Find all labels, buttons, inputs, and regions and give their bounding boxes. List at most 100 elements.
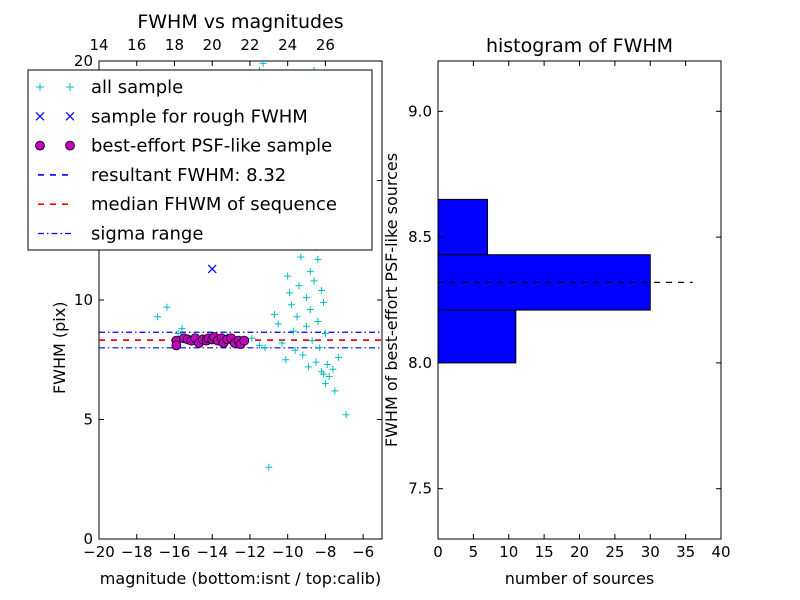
data-point xyxy=(316,344,324,352)
data-point xyxy=(178,325,186,333)
y-tick-label: 8.5 xyxy=(408,228,432,246)
data-point xyxy=(171,340,182,351)
legend: all sample sample for rough FWHM best-effo… xyxy=(27,69,373,251)
y-tick-label: 9.0 xyxy=(408,102,432,120)
x-tick-label: 25 xyxy=(605,543,624,561)
legend-entry: median FHWM of sequence xyxy=(38,194,337,215)
data-point xyxy=(329,365,337,373)
histogram-y-axis-label: FWHM of best-effort PSF-like sources xyxy=(382,153,401,447)
scatter-series xyxy=(153,59,350,471)
data-point xyxy=(293,313,301,321)
y-tick-label: 8.0 xyxy=(408,354,432,372)
legend-label: median FHWM of sequence xyxy=(91,194,337,215)
series-group xyxy=(171,332,250,351)
legend-marker xyxy=(36,83,44,91)
data-point xyxy=(174,329,182,337)
data-point xyxy=(308,337,316,345)
legend-label: sample for rough FWHM xyxy=(91,106,308,127)
data-point xyxy=(282,356,290,364)
x-tick-label: −16 xyxy=(159,543,191,561)
legend-entry: resultant FWHM: 8.32 xyxy=(38,165,286,186)
y-tick-label: 20 xyxy=(74,52,93,70)
data-point xyxy=(270,310,278,318)
legend-label: resultant FWHM: 8.32 xyxy=(91,165,286,186)
scatter-title: FWHM vs magnitudes xyxy=(137,11,343,33)
x-tick-label: 15 xyxy=(535,543,554,561)
data-point xyxy=(321,380,329,388)
x-tick-label: 0 xyxy=(433,543,443,561)
scatter-y-axis-label: FWHM (pix) xyxy=(50,302,69,395)
histogram-x-axis-label: number of sources xyxy=(505,569,655,588)
data-point xyxy=(291,346,299,354)
legend-entry: best-effort PSF-like sample xyxy=(35,136,332,157)
data-point xyxy=(325,372,333,380)
scatter-panel: −20−18−16−14−12−10−8−6051015201416182022… xyxy=(27,11,383,588)
data-point xyxy=(314,255,322,263)
legend-entry: sigma range xyxy=(38,224,203,245)
legend-entry: all sample xyxy=(36,77,183,98)
x-tick-label: −10 xyxy=(272,543,304,561)
x-tick-label: 10 xyxy=(499,543,518,561)
data-point xyxy=(274,320,282,328)
top-x-tick-label: 20 xyxy=(203,36,222,54)
legend-label: best-effort PSF-like sample xyxy=(91,136,332,157)
legend-marker xyxy=(35,111,45,121)
data-point xyxy=(342,411,350,419)
histogram-panel: 0 5 10 15 20 25 30 35 40 7.5 8.0 8.5 9.0 histogram o… xyxy=(382,35,731,588)
data-point xyxy=(286,289,294,297)
y-tick-label: 10 xyxy=(74,291,93,309)
legend-marker xyxy=(35,140,45,151)
scatter-axis-ticks: −20−18−16−14−12−10−8−6051015201416182022… xyxy=(74,36,382,561)
legend-marker xyxy=(65,111,75,121)
y-tick-label: 0 xyxy=(83,530,93,548)
data-point xyxy=(261,344,269,352)
data-point xyxy=(320,370,328,378)
top-x-tick-label: 16 xyxy=(127,36,146,54)
data-point xyxy=(259,59,267,67)
data-point xyxy=(278,339,286,347)
data-point xyxy=(265,463,273,471)
top-x-tick-label: 18 xyxy=(165,36,184,54)
histogram-axis-ticks: 0 5 10 15 20 25 30 35 40 7.5 8.0 8.5 9.0 xyxy=(408,61,731,561)
x-tick-label: −6 xyxy=(352,543,374,561)
x-tick-label: −12 xyxy=(234,543,266,561)
data-point xyxy=(335,353,343,361)
data-point xyxy=(306,306,314,314)
y-tick-label: 5 xyxy=(83,411,93,429)
data-point xyxy=(284,272,292,280)
x-tick-label: 5 xyxy=(469,543,479,561)
x-tick-label: 30 xyxy=(641,543,660,561)
data-point xyxy=(287,301,295,309)
data-point xyxy=(331,387,339,395)
data-point xyxy=(153,313,161,321)
legend-marker xyxy=(66,83,74,91)
data-point xyxy=(248,334,256,342)
data-point xyxy=(299,351,307,359)
histogram-bar xyxy=(437,198,489,256)
legend-entry: sample for rough FWHM xyxy=(35,106,308,127)
histogram-bar xyxy=(437,309,517,364)
data-point xyxy=(297,253,305,261)
x-tick-label: −14 xyxy=(196,543,228,561)
data-point xyxy=(303,294,311,302)
histogram-bars xyxy=(437,198,651,364)
data-point xyxy=(318,286,326,294)
data-point xyxy=(239,335,250,346)
histogram-title: histogram of FWHM xyxy=(486,35,673,57)
legend-marker xyxy=(65,140,75,151)
data-point xyxy=(312,358,320,366)
data-point xyxy=(304,363,312,371)
x-tick-label: 20 xyxy=(570,543,589,561)
x-tick-label: −18 xyxy=(121,543,153,561)
data-point xyxy=(163,303,171,311)
histogram-bar xyxy=(437,254,651,311)
data-point xyxy=(314,318,322,326)
x-tick-label: −8 xyxy=(314,543,336,561)
top-x-tick-label: 22 xyxy=(240,36,259,54)
top-x-tick-label: 26 xyxy=(316,36,335,54)
scatter-x-axis-label: magnitude (bottom:isnt / top:calib) xyxy=(100,569,381,588)
x-tick-label: −20 xyxy=(83,543,115,561)
data-point xyxy=(255,341,263,349)
data-point xyxy=(207,264,217,274)
